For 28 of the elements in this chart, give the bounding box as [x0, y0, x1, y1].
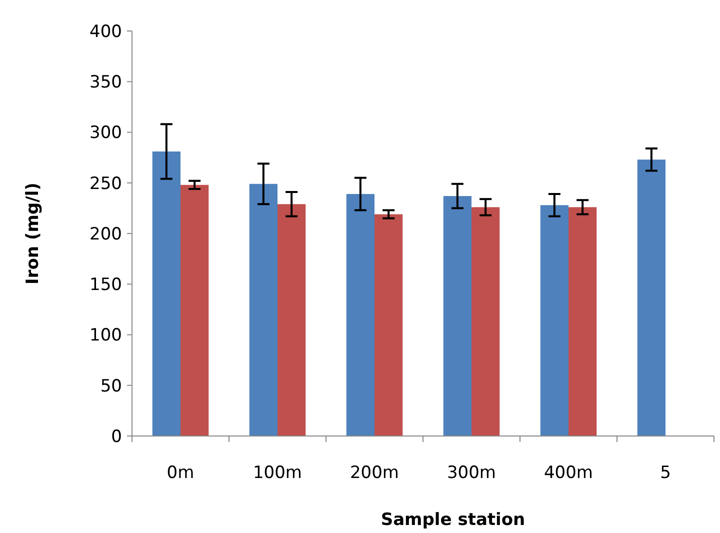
bar [472, 207, 500, 436]
y-axis-title: Iron (mg/l) [23, 182, 43, 284]
bar [152, 151, 180, 436]
x-tick-label: 200m [350, 463, 400, 483]
y-tick-label: 350 [90, 72, 122, 93]
bar [540, 205, 568, 436]
y-tick-label: 0 [111, 426, 122, 447]
bar [278, 204, 306, 436]
bar [374, 214, 403, 436]
y-tick-label: 100 [90, 326, 122, 346]
bar [346, 194, 374, 436]
x-tick-label: 400m [544, 463, 594, 483]
bar [443, 196, 472, 436]
y-tick-label: 300 [90, 123, 122, 144]
y-tick-label: 200 [90, 224, 122, 244]
bar [568, 207, 597, 436]
y-tick-label: 150 [90, 275, 122, 296]
bar [637, 160, 666, 436]
bar [180, 184, 209, 436]
x-tick-label: 0m [166, 463, 194, 483]
y-tick-label: 250 [90, 174, 122, 194]
x-tick-label: 100m [252, 463, 302, 483]
bar [249, 184, 278, 436]
y-tick-label: 400 [90, 22, 122, 42]
x-axis-title: Sample station [380, 510, 526, 530]
x-tick-label: 300m [446, 463, 496, 483]
y-tick-label: 50 [100, 376, 122, 396]
x-tick-label: 5 [660, 463, 671, 483]
